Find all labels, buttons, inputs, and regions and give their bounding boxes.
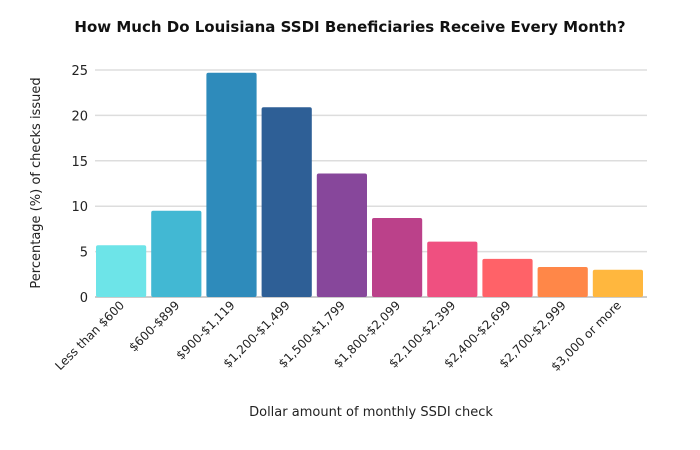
bar [96, 245, 147, 297]
bar [151, 210, 202, 297]
y-tick-label: 15 [71, 155, 88, 170]
bar [372, 218, 423, 297]
y-axis-label: Percentage (%) of checks issued [29, 77, 44, 288]
chart-title: How Much Do Louisiana SSDI Beneficiaries… [74, 18, 626, 36]
bar [592, 269, 643, 297]
bar [261, 107, 312, 297]
bar [316, 173, 367, 297]
x-axis-label: Dollar amount of monthly SSDI check [249, 405, 493, 420]
y-tick-label: 20 [71, 109, 88, 124]
bar [206, 72, 257, 297]
y-tick-label: 10 [71, 200, 88, 215]
y-tick-label: 5 [80, 246, 88, 261]
bar [427, 241, 478, 297]
bar [537, 267, 588, 297]
bar [482, 258, 533, 297]
x-tick-label: Less than $600 [52, 298, 127, 373]
y-tick-label: 25 [71, 64, 88, 79]
x-tick-label: $600-$899 [126, 298, 182, 354]
y-tick-label: 0 [80, 291, 88, 306]
